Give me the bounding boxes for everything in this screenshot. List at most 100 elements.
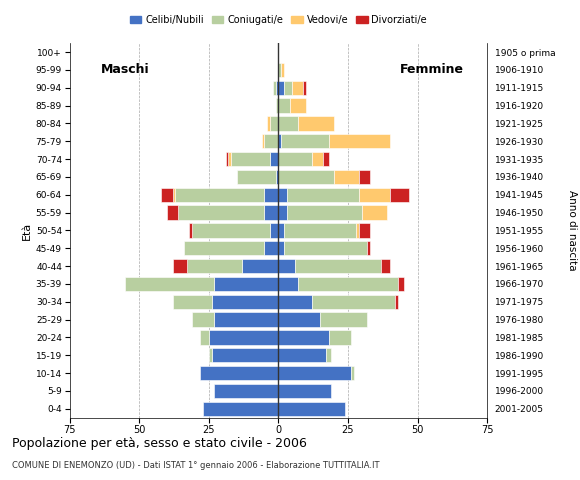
Bar bbox=[278, 63, 281, 77]
Bar bbox=[229, 152, 231, 166]
Bar bbox=[215, 277, 278, 291]
Bar bbox=[278, 348, 326, 362]
Bar bbox=[298, 277, 398, 291]
Bar bbox=[270, 223, 278, 238]
Bar bbox=[281, 134, 328, 148]
Bar bbox=[264, 205, 278, 220]
Bar bbox=[267, 116, 270, 131]
Bar bbox=[276, 170, 278, 184]
Bar bbox=[326, 348, 331, 362]
Bar bbox=[175, 188, 264, 202]
Bar bbox=[278, 188, 287, 202]
Bar bbox=[270, 152, 278, 166]
Legend: Celibi/Nubili, Coniugati/e, Vedovi/e, Divorziati/e: Celibi/Nubili, Coniugati/e, Vedovi/e, Di… bbox=[126, 11, 431, 28]
Bar bbox=[203, 402, 278, 416]
Bar bbox=[278, 330, 328, 345]
Bar bbox=[226, 152, 229, 166]
Bar bbox=[276, 98, 278, 113]
Bar bbox=[192, 312, 215, 327]
Text: COMUNE DI ENEMONZO (UD) - Dati ISTAT 1° gennaio 2006 - Elaborazione TUTTITALIA.I: COMUNE DI ENEMONZO (UD) - Dati ISTAT 1° … bbox=[12, 461, 379, 470]
Bar bbox=[212, 348, 278, 362]
Bar bbox=[209, 348, 212, 362]
Bar bbox=[284, 241, 368, 255]
Bar bbox=[278, 277, 298, 291]
Bar bbox=[242, 259, 278, 273]
Bar bbox=[201, 330, 209, 345]
Bar bbox=[262, 134, 264, 148]
Y-axis label: Età: Età bbox=[21, 221, 31, 240]
Bar bbox=[173, 295, 212, 309]
Bar bbox=[273, 81, 275, 95]
Bar bbox=[278, 312, 320, 327]
Bar bbox=[278, 152, 312, 166]
Bar bbox=[264, 241, 278, 255]
Bar bbox=[359, 188, 390, 202]
Bar bbox=[382, 259, 390, 273]
Bar bbox=[161, 188, 173, 202]
Bar bbox=[278, 205, 287, 220]
Bar bbox=[278, 134, 281, 148]
Bar bbox=[278, 366, 351, 380]
Bar bbox=[334, 170, 359, 184]
Bar bbox=[359, 170, 370, 184]
Bar bbox=[237, 170, 276, 184]
Bar bbox=[212, 295, 278, 309]
Bar bbox=[125, 277, 215, 291]
Bar bbox=[201, 366, 278, 380]
Bar bbox=[184, 241, 264, 255]
Bar bbox=[298, 116, 334, 131]
Bar bbox=[231, 152, 270, 166]
Bar bbox=[173, 259, 187, 273]
Bar bbox=[323, 152, 328, 166]
Bar bbox=[276, 81, 278, 95]
Bar bbox=[278, 241, 284, 255]
Bar bbox=[284, 81, 292, 95]
Bar bbox=[278, 295, 312, 309]
Bar bbox=[287, 205, 362, 220]
Bar bbox=[320, 312, 368, 327]
Bar bbox=[278, 223, 284, 238]
Bar bbox=[312, 152, 323, 166]
Bar bbox=[351, 366, 354, 380]
Bar bbox=[312, 295, 396, 309]
Bar bbox=[278, 259, 295, 273]
Bar bbox=[192, 223, 270, 238]
Bar bbox=[398, 277, 404, 291]
Bar bbox=[278, 98, 289, 113]
Bar bbox=[356, 223, 359, 238]
Bar bbox=[278, 81, 284, 95]
Y-axis label: Anno di nascita: Anno di nascita bbox=[567, 190, 577, 271]
Bar bbox=[278, 116, 298, 131]
Text: Femmine: Femmine bbox=[400, 63, 463, 76]
Bar bbox=[215, 312, 278, 327]
Bar bbox=[289, 98, 306, 113]
Bar bbox=[187, 259, 242, 273]
Bar bbox=[292, 81, 303, 95]
Bar bbox=[303, 81, 306, 95]
Bar bbox=[287, 188, 359, 202]
Bar bbox=[173, 188, 175, 202]
Bar bbox=[215, 384, 278, 398]
Bar bbox=[278, 384, 331, 398]
Bar bbox=[278, 402, 345, 416]
Bar bbox=[178, 205, 264, 220]
Text: Maschi: Maschi bbox=[101, 63, 150, 76]
Bar bbox=[359, 223, 370, 238]
Bar bbox=[264, 188, 278, 202]
Bar bbox=[295, 259, 382, 273]
Bar bbox=[328, 134, 390, 148]
Bar bbox=[390, 188, 409, 202]
Bar bbox=[264, 134, 278, 148]
Bar bbox=[209, 330, 278, 345]
Bar bbox=[278, 170, 334, 184]
Bar bbox=[328, 330, 351, 345]
Bar bbox=[284, 223, 356, 238]
Bar bbox=[167, 205, 178, 220]
Bar bbox=[270, 116, 278, 131]
Bar bbox=[189, 223, 192, 238]
Text: Popolazione per età, sesso e stato civile - 2006: Popolazione per età, sesso e stato civil… bbox=[12, 437, 306, 450]
Bar bbox=[281, 63, 284, 77]
Bar bbox=[368, 241, 370, 255]
Bar bbox=[362, 205, 387, 220]
Bar bbox=[396, 295, 398, 309]
